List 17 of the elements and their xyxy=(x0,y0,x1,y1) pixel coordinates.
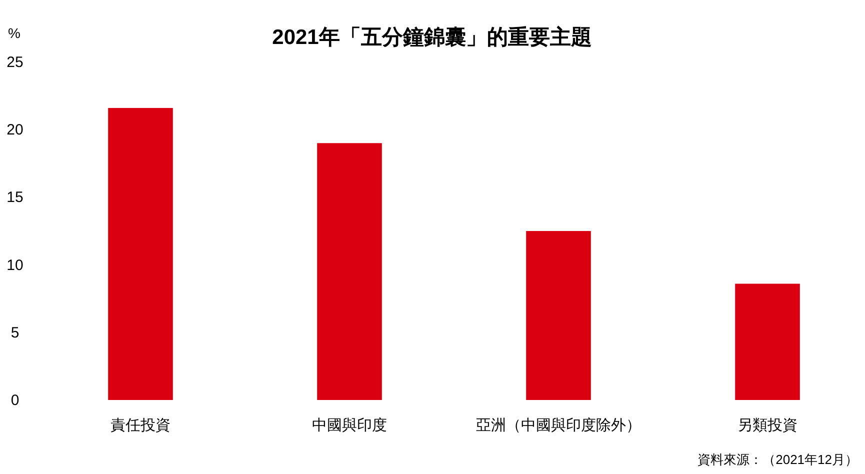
bar xyxy=(735,284,800,400)
x-tick-label: 另類投資 xyxy=(738,417,798,434)
x-tick-label: 亞洲（中國與印度除外） xyxy=(476,417,641,434)
x-tick-label: 責任投資 xyxy=(110,417,170,434)
y-tick-label: 0 xyxy=(10,392,20,409)
chart-title: 2021年「五分鐘錦囊」的重要主題 xyxy=(272,25,592,49)
source-note: 資料來源：（2021年12月） xyxy=(698,452,858,467)
y-tick-label: 10 xyxy=(6,256,24,274)
bar xyxy=(317,143,382,400)
y-axis-title: % xyxy=(8,25,20,41)
y-tick-label: 20 xyxy=(6,122,24,139)
y-tick-label: 15 xyxy=(6,189,24,206)
y-tick-label: 25 xyxy=(6,54,24,71)
y-tick-label: 5 xyxy=(10,324,20,342)
bar xyxy=(526,231,591,400)
bar xyxy=(108,108,173,400)
x-tick-label: 中國與印度 xyxy=(312,417,387,434)
